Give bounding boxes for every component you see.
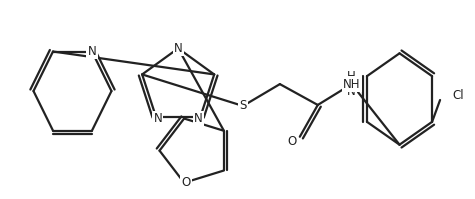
Text: N: N: [194, 112, 203, 125]
Text: H
N: H N: [347, 70, 356, 98]
Text: NH: NH: [343, 78, 361, 91]
Text: N: N: [87, 45, 96, 58]
Text: O: O: [287, 135, 296, 148]
Text: S: S: [239, 100, 247, 112]
Text: Cl: Cl: [452, 89, 464, 101]
Text: N: N: [153, 112, 162, 125]
Text: N: N: [174, 42, 182, 55]
Text: O: O: [181, 176, 191, 189]
